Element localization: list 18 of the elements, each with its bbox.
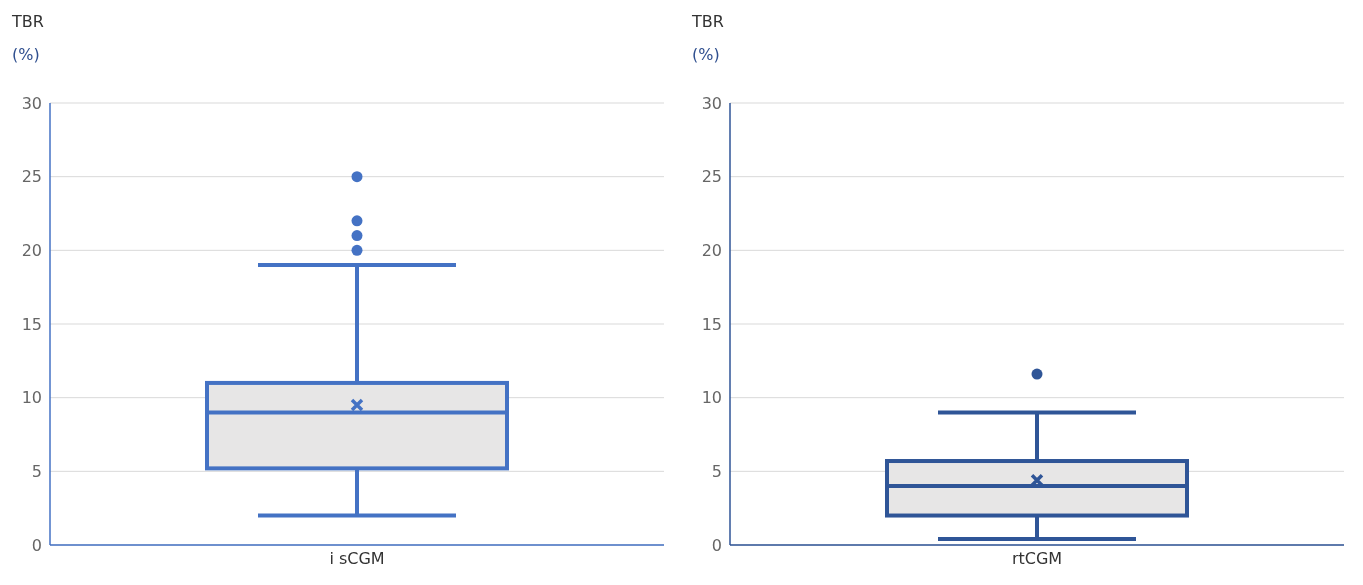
y-axis-title: TBR (%) [12, 12, 44, 64]
x-tick-label: rtCGM [1011, 549, 1063, 569]
y-tick-label: 30 [701, 93, 722, 113]
y-tick-label: 25 [701, 167, 722, 187]
y-axis-title: TBR (%) [692, 12, 724, 64]
y-tick-label: 0 [31, 535, 42, 555]
y-tick-label: 10 [21, 388, 42, 408]
y-tick-label: 10 [701, 388, 722, 408]
y-tick-label: 15 [701, 314, 722, 334]
y-tick-label: 5 [31, 462, 42, 482]
y-tick-label: 20 [21, 241, 42, 261]
y-tick-label: 20 [701, 241, 722, 261]
y-tick-label: 30 [21, 93, 42, 113]
y-tick-label: 25 [21, 167, 42, 187]
x-tick-label: i sCGM [329, 549, 385, 569]
y-tick-label: 15 [21, 314, 42, 334]
y-tick-label: 0 [711, 535, 722, 555]
y-tick-label: 5 [711, 462, 722, 482]
